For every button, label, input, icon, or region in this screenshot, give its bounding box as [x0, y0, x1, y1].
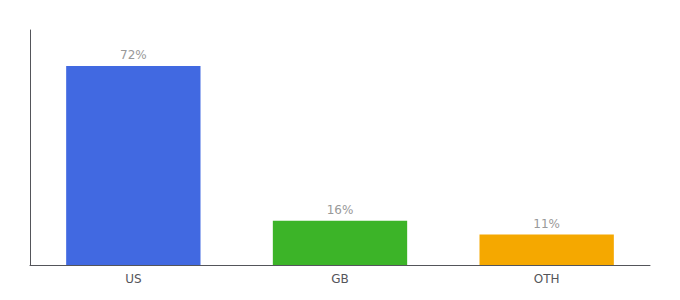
svg-text:GB: GB — [331, 272, 349, 286]
svg-text:72%: 72% — [120, 48, 147, 62]
svg-text:US: US — [125, 272, 141, 286]
svg-text:16%: 16% — [327, 203, 354, 217]
svg-text:OTH: OTH — [534, 272, 560, 286]
svg-text:11%: 11% — [533, 217, 560, 231]
